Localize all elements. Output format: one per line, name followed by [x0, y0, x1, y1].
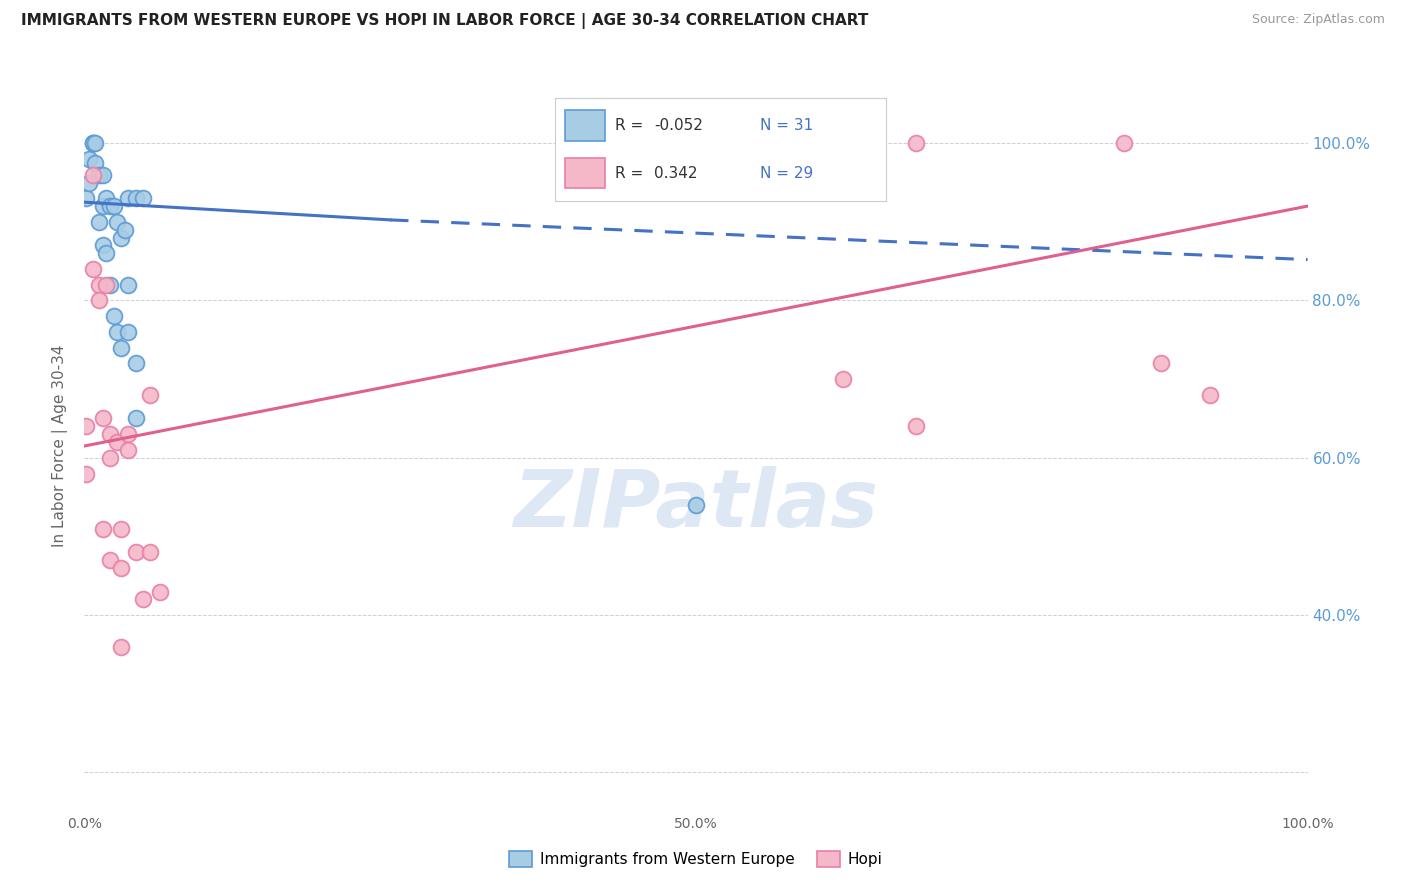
- Point: [105, 215, 128, 229]
- FancyBboxPatch shape: [565, 111, 605, 141]
- Point: [110, 341, 132, 355]
- Point: [98, 450, 121, 465]
- Point: [103, 310, 125, 324]
- Text: N = 31: N = 31: [761, 119, 814, 133]
- Point: [831, 372, 853, 386]
- Point: [84, 156, 107, 170]
- Point: [96, 246, 118, 260]
- Text: R =: R =: [614, 166, 652, 180]
- Point: [105, 325, 128, 339]
- FancyBboxPatch shape: [565, 158, 605, 188]
- Point: [87, 293, 110, 308]
- Point: [125, 545, 148, 559]
- Text: Source: ZipAtlas.com: Source: ZipAtlas.com: [1251, 13, 1385, 27]
- Text: N = 29: N = 29: [761, 166, 814, 180]
- Point: [77, 176, 100, 190]
- Point: [87, 168, 110, 182]
- Point: [114, 223, 136, 237]
- Point: [905, 419, 928, 434]
- Legend: Immigrants from Western Europe, Hopi: Immigrants from Western Europe, Hopi: [503, 846, 889, 873]
- Point: [1150, 356, 1173, 370]
- Point: [905, 136, 928, 151]
- Point: [1114, 136, 1136, 151]
- Point: [110, 230, 132, 244]
- Point: [87, 215, 110, 229]
- Point: [98, 199, 121, 213]
- Point: [149, 584, 172, 599]
- Point: [132, 191, 155, 205]
- Text: IMMIGRANTS FROM WESTERN EUROPE VS HOPI IN LABOR FORCE | AGE 30-34 CORRELATION CH: IMMIGRANTS FROM WESTERN EUROPE VS HOPI I…: [21, 13, 869, 29]
- Point: [98, 427, 121, 442]
- Point: [82, 262, 104, 277]
- Point: [117, 325, 139, 339]
- Point: [91, 411, 114, 425]
- Point: [1198, 388, 1220, 402]
- Point: [132, 592, 155, 607]
- Point: [110, 640, 132, 654]
- Point: [117, 191, 139, 205]
- Point: [82, 136, 104, 151]
- Point: [125, 411, 148, 425]
- Point: [75, 419, 97, 434]
- Point: [98, 277, 121, 292]
- Text: R =: R =: [614, 119, 648, 133]
- Point: [117, 277, 139, 292]
- Text: 0.342: 0.342: [654, 166, 697, 180]
- Point: [96, 277, 118, 292]
- Point: [91, 522, 114, 536]
- Point: [110, 522, 132, 536]
- Point: [87, 277, 110, 292]
- Point: [139, 388, 162, 402]
- Point: [125, 191, 148, 205]
- Point: [103, 199, 125, 213]
- Point: [91, 238, 114, 252]
- Point: [105, 435, 128, 450]
- Point: [110, 561, 132, 575]
- Point: [125, 356, 148, 370]
- Point: [77, 152, 100, 166]
- Point: [91, 168, 114, 182]
- Point: [96, 191, 118, 205]
- Y-axis label: In Labor Force | Age 30-34: In Labor Force | Age 30-34: [52, 344, 69, 548]
- Point: [82, 136, 104, 151]
- Point: [139, 545, 162, 559]
- Point: [75, 191, 97, 205]
- Point: [117, 427, 139, 442]
- Point: [91, 199, 114, 213]
- Point: [75, 467, 97, 481]
- Point: [685, 498, 707, 512]
- Point: [82, 168, 104, 182]
- Point: [117, 442, 139, 457]
- Point: [84, 136, 107, 151]
- Text: ZIPatlas: ZIPatlas: [513, 466, 879, 543]
- Point: [98, 553, 121, 567]
- Text: -0.052: -0.052: [654, 119, 703, 133]
